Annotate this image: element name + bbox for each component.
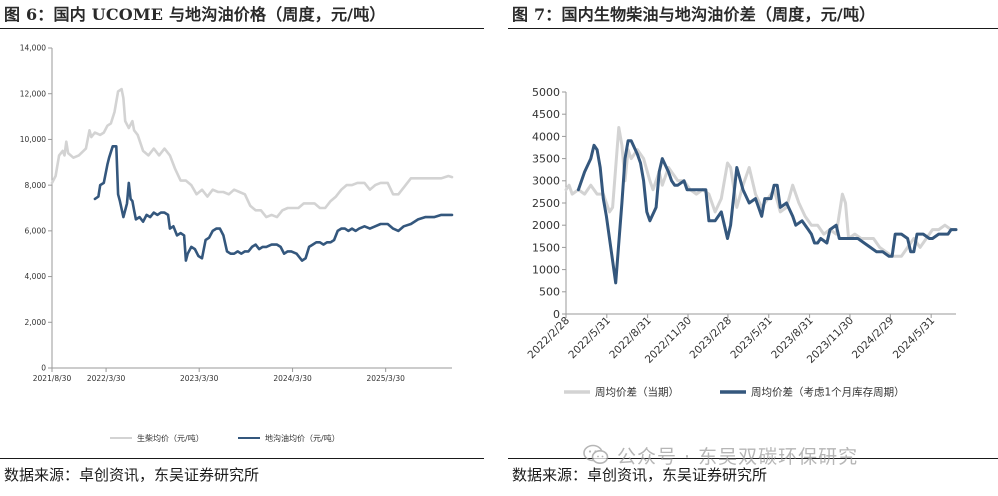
- y-tick-label: 4,000: [25, 272, 47, 281]
- y-tick-label: 6,000: [25, 226, 47, 235]
- x-tick-label: 2022/2/28: [526, 315, 573, 362]
- x-tick-label: 2024/3/30: [273, 374, 312, 383]
- x-tick-label: 2021/8/30: [33, 374, 72, 383]
- y-tick-label: 2,000: [25, 318, 47, 327]
- y-tick-label: 0: [41, 364, 46, 373]
- series-line-2: [576, 139, 958, 285]
- right-data-source: 数据来源：卓创资讯，东吴证券研究所: [512, 466, 768, 484]
- y-tick-label: 1500: [532, 241, 560, 254]
- x-tick-label: 2024/2/29: [850, 315, 897, 362]
- left-chart-svg: 0 2,000 4,000 6,000 8,000 10,000 12,000 14,000 2…: [20, 44, 454, 443]
- y-tick-label: 0: [553, 308, 560, 321]
- legend-label-2: 地沟油均价（元/吨）: [265, 433, 340, 443]
- y-tick-label: 12,000: [20, 89, 46, 98]
- x-tick-label: 2022/5/31: [566, 315, 613, 362]
- y-tick-label: 3000: [532, 175, 560, 188]
- x-tick-label: 2023/2/28: [688, 315, 735, 362]
- x-tick-label: 2022/3/30: [87, 374, 126, 383]
- right-chart-panel: 图 7：国内生物柴油与地沟油价差（周度，元/吨） 0 500 1000 1500 200…: [508, 0, 998, 496]
- x-tick-label: 2024/5/31: [891, 315, 938, 362]
- y-tick-label: 14,000: [20, 44, 46, 53]
- y-tick-label: 3500: [532, 152, 560, 165]
- y-tick-label: 10,000: [20, 135, 46, 144]
- x-tick-label: 2023/3/30: [180, 374, 219, 383]
- series-line-1: [564, 126, 958, 258]
- x-tick-label: 2023/5/31: [728, 315, 775, 362]
- y-tick-label: 4500: [532, 108, 560, 121]
- left-chart-title: 图 6：国内 UCOME 与地沟油价格（周度，元/吨）: [4, 5, 386, 24]
- right-source-rule: [508, 458, 998, 459]
- right-title-rule: [508, 28, 998, 29]
- left-chart-panel: 图 6：国内 UCOME 与地沟油价格（周度，元/吨） 0 2,000 4,000 6…: [0, 0, 484, 496]
- y-tick-label: 4000: [532, 130, 560, 143]
- series-line-1: [50, 87, 454, 219]
- legend-label-2: 周均价差（考虑1个月库存周期）: [751, 386, 905, 399]
- legend-label-1: 周均价差（当期）: [595, 386, 679, 399]
- y-tick-label: 1000: [532, 263, 560, 276]
- y-tick-label: 2500: [532, 197, 560, 210]
- left-source-rule: [0, 458, 484, 459]
- y-tick-label: 5000: [532, 86, 560, 99]
- left-data-source: 数据来源：卓创资讯，东吴证券研究所: [4, 466, 260, 484]
- legend-label-1: 生柴均价（元/吨）: [137, 433, 204, 443]
- y-tick-label: 8,000: [25, 181, 47, 190]
- series-line-2: [93, 145, 454, 262]
- left-title-rule: [0, 28, 484, 29]
- y-tick-label: 500: [539, 286, 560, 299]
- x-tick-label: 2025/3/30: [366, 374, 405, 383]
- right-chart-svg: 0 500 1000 1500 2000 2500 3000 3500 4000 4500 5000…: [526, 86, 958, 399]
- right-chart-title: 图 7：国内生物柴油与地沟油价差（周度，元/吨）: [512, 5, 876, 24]
- y-tick-label: 2000: [532, 219, 560, 232]
